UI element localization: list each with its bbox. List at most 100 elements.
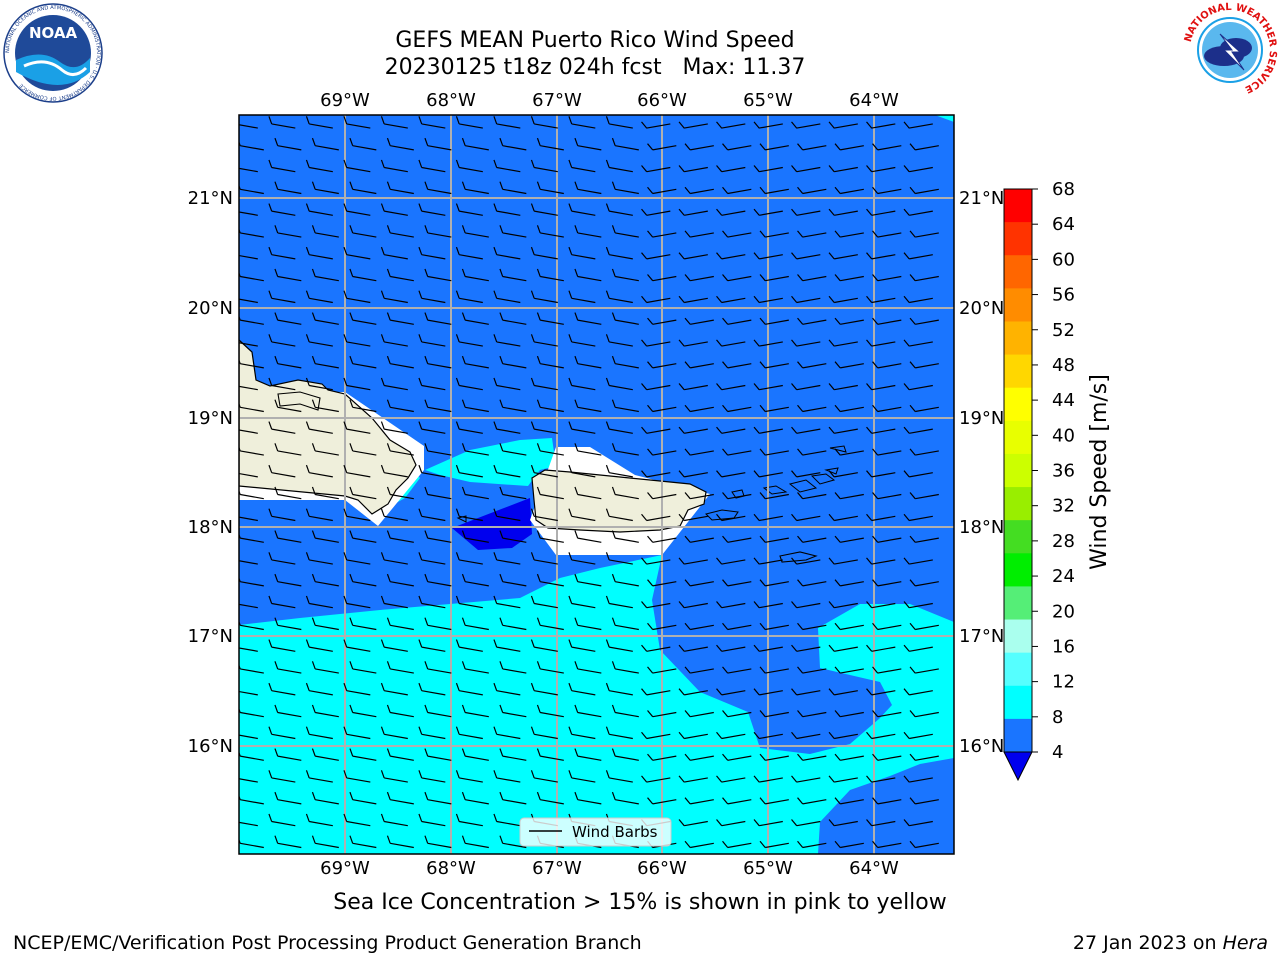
wind-barb — [834, 448, 864, 456]
wind-barb — [311, 443, 339, 456]
wind-barb — [684, 143, 714, 151]
wind-barb — [418, 334, 446, 347]
wind-barb — [909, 361, 939, 369]
land-tortola — [810, 473, 836, 485]
wind-barb — [418, 421, 446, 434]
wind-barb — [499, 791, 527, 805]
wind-barb — [684, 579, 714, 587]
wind-barb — [536, 443, 564, 456]
wind-barb — [903, 513, 933, 522]
colorbar-label: Wind Speed [m/s] — [1087, 374, 1112, 570]
wind-barb — [493, 377, 521, 391]
wind-barb — [380, 464, 408, 478]
wind-barb — [753, 688, 783, 696]
wind-barb — [536, 791, 564, 805]
wind-barb — [872, 535, 902, 543]
wind-barb — [872, 710, 902, 718]
wind-barb — [872, 317, 902, 325]
footer-branch: NCEP/EMC/Verification Post Processing Pr… — [13, 932, 642, 954]
wind-barb — [759, 143, 789, 151]
wind-barb — [828, 557, 858, 565]
wind-barb — [239, 377, 258, 391]
wind-barb — [797, 186, 827, 195]
wind-barb — [611, 617, 639, 631]
wind-barb — [903, 819, 933, 827]
wind-barb — [834, 143, 864, 151]
wind-barb — [349, 791, 377, 805]
wind-barb — [722, 186, 752, 195]
wind-barb — [716, 165, 746, 173]
wind-barb — [722, 753, 752, 761]
lat-label-left: 17°N — [188, 626, 233, 647]
wind-barb — [268, 116, 296, 129]
wind-barb — [909, 317, 939, 325]
wind-barb — [716, 383, 746, 391]
wind-barb — [647, 186, 677, 195]
wind-barb — [678, 252, 708, 260]
wind-barb — [311, 573, 339, 587]
wind-barb — [493, 813, 521, 827]
wind-barb — [530, 726, 558, 740]
land-tortuga — [277, 391, 321, 411]
lon-label-bottom: 65°W — [743, 858, 793, 879]
colorbar-tick-label: 20 — [1052, 601, 1075, 622]
wind-barb — [797, 797, 827, 805]
wind-barb — [828, 165, 858, 173]
wind-barb — [274, 225, 302, 238]
wind-barb — [611, 573, 639, 587]
wind-barb — [759, 186, 789, 195]
wind-barb — [909, 622, 939, 631]
wind-barb — [386, 355, 414, 369]
wind-barb — [343, 464, 371, 478]
wind-barb — [343, 595, 371, 609]
wind-barb — [343, 639, 371, 652]
wind-barb — [305, 290, 333, 304]
wind-barb — [424, 835, 452, 849]
wind-barb — [239, 334, 258, 347]
wind-barb — [866, 426, 896, 434]
wind-barb — [834, 666, 864, 674]
wind-barb — [274, 791, 302, 805]
wind-barb — [424, 704, 452, 718]
wind-barb — [239, 246, 258, 260]
lat-label-right: 21°N — [959, 188, 1004, 209]
wind-barb — [647, 361, 677, 369]
wind-barb — [380, 377, 408, 391]
wind-barb — [305, 203, 333, 216]
wind-barb — [797, 492, 827, 500]
wind-barb — [872, 840, 902, 849]
colorbar-tick-label: 24 — [1052, 566, 1075, 587]
wind-barb — [455, 813, 483, 827]
wind-barb — [418, 682, 446, 696]
wind-barb — [647, 492, 677, 500]
wind-barb — [461, 617, 489, 631]
wind-barb — [574, 791, 602, 805]
wind-barb — [380, 813, 408, 827]
wind-barb — [380, 726, 408, 740]
wind-barb — [641, 339, 671, 347]
wind-barb — [678, 688, 708, 696]
wind-barb — [611, 530, 639, 543]
wind-barb — [574, 181, 602, 195]
wind-barb — [722, 317, 752, 325]
wind-barb — [834, 622, 864, 631]
wind-barb — [536, 661, 564, 674]
wind-barb — [239, 726, 258, 740]
wind-barb — [678, 470, 708, 478]
lat-label-left: 20°N — [188, 298, 233, 319]
wind-barb — [418, 246, 446, 260]
wind-barb — [834, 186, 864, 195]
wind-barb — [828, 819, 858, 827]
wind-barb — [753, 295, 783, 304]
wind-barb — [380, 334, 408, 347]
wind-barb — [305, 726, 333, 740]
wind-barb — [866, 644, 896, 652]
wind-barb-legend: Wind Barbs — [519, 817, 672, 847]
wind-barb — [239, 770, 258, 783]
wind-barb — [909, 230, 939, 238]
wind-barb — [424, 791, 452, 805]
wind-barb — [753, 513, 783, 522]
wind-barb — [418, 290, 446, 304]
wind-barb — [834, 753, 864, 761]
